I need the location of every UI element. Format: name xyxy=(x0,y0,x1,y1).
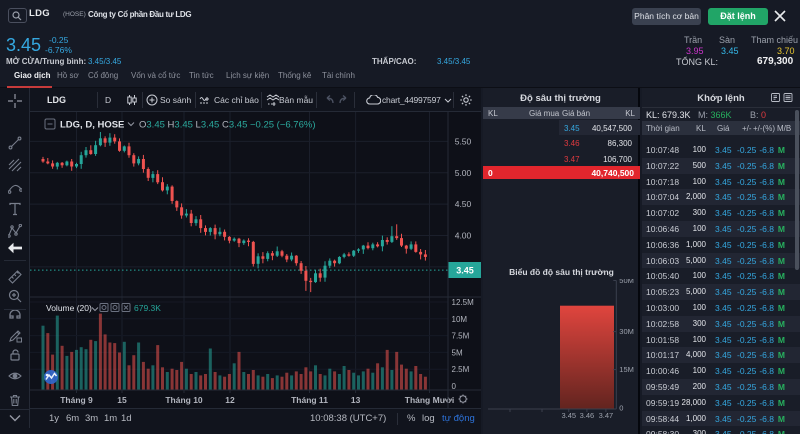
svg-text:5.50: 5.50 xyxy=(455,136,472,146)
svg-text:4.00: 4.00 xyxy=(455,231,472,241)
svg-text:5M: 5M xyxy=(452,348,463,357)
svg-text:2.5M: 2.5M xyxy=(452,365,470,374)
svg-text:Tháng 10: Tháng 10 xyxy=(165,395,203,405)
svg-text:O3.45 H3.45 L3.45 C3.45 −0: O3.45 H3.45 L3.45 C3.45 −0.25 (−6.76%) xyxy=(139,120,316,131)
svg-text:5.00: 5.00 xyxy=(455,168,472,178)
svg-text:Tháng 9: Tháng 9 xyxy=(60,395,93,405)
svg-text:LDG, D, HOSE: LDG, D, HOSE xyxy=(60,120,124,131)
svg-text:Tháng 11: Tháng 11 xyxy=(291,395,328,405)
svg-text:15: 15 xyxy=(117,395,127,405)
svg-text:3.45: 3.45 xyxy=(561,411,576,420)
svg-text:12.5M: 12.5M xyxy=(452,298,475,307)
svg-text:Tháng Mười: Tháng Mười xyxy=(405,395,455,405)
svg-text:3.47: 3.47 xyxy=(599,411,614,420)
svg-text:3.46: 3.46 xyxy=(580,411,595,420)
svg-text:0: 0 xyxy=(619,404,623,413)
svg-text:15M: 15M xyxy=(619,365,634,374)
svg-text:13: 13 xyxy=(351,395,361,405)
svg-text:3.45: 3.45 xyxy=(456,266,474,276)
svg-text:30M: 30M xyxy=(619,327,634,336)
svg-text:50M: 50M xyxy=(619,279,634,285)
svg-text:10M: 10M xyxy=(452,315,468,324)
svg-text:679.3K: 679.3K xyxy=(134,303,161,313)
svg-text:7.5M: 7.5M xyxy=(452,332,470,341)
svg-text:4.50: 4.50 xyxy=(455,199,472,209)
svg-text:12: 12 xyxy=(225,395,235,405)
svg-text:0: 0 xyxy=(452,382,457,391)
svg-text:Volume (20): Volume (20) xyxy=(46,303,92,313)
